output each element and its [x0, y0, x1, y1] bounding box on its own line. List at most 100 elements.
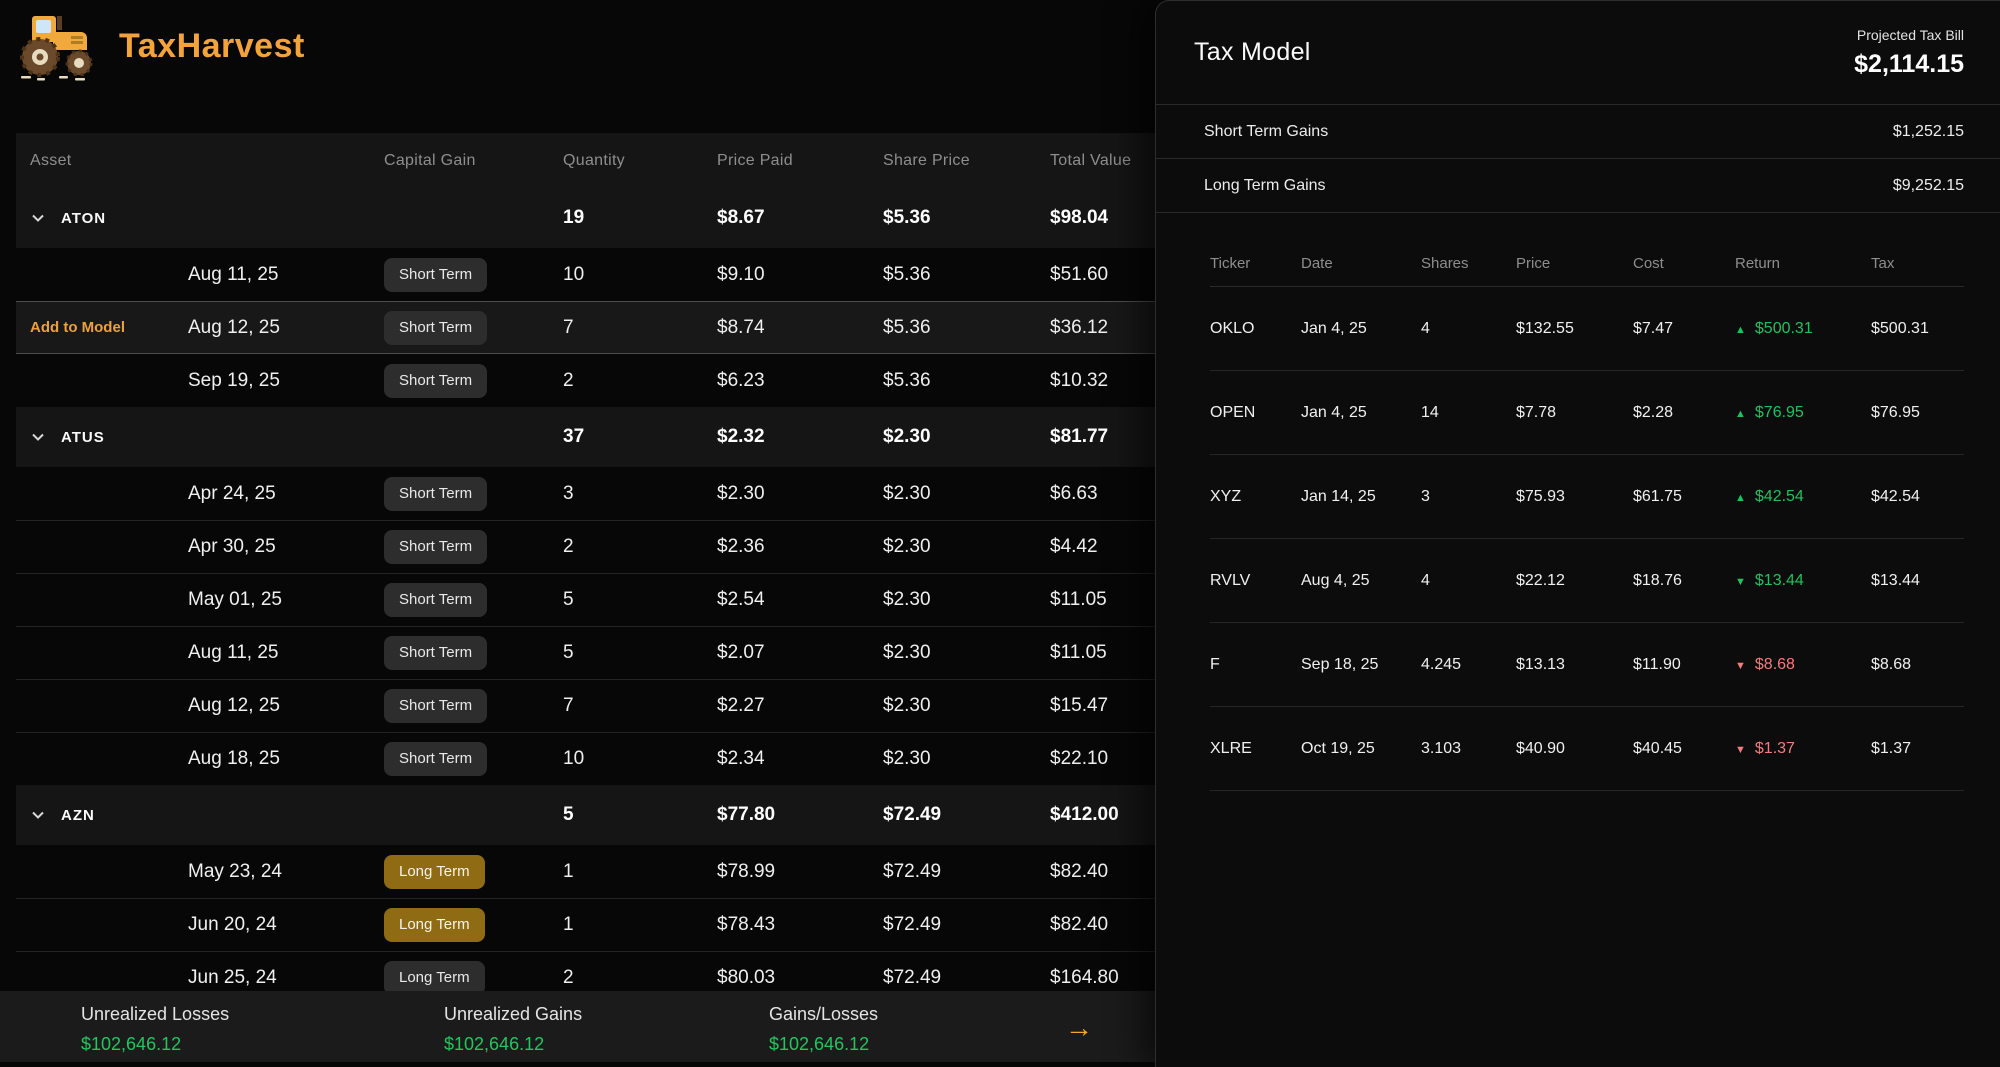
position-return: ▲ $42.54: [1735, 487, 1804, 505]
stat-unrealized-losses: Unrealized Losses $102,646.12: [81, 1004, 444, 1062]
model-position-row[interactable]: XLRE Oct 19, 25 3.103 $40.90 $40.45 ▼ $1.37 $1.…: [1210, 707, 1964, 791]
position-ticker: XYZ: [1210, 487, 1242, 505]
group-total-value: $412.00: [1050, 804, 1119, 825]
position-date: Jan 4, 25: [1301, 403, 1367, 421]
lot-row[interactable]: Jun 20, 24 Long Term 1 $78.43 $72.49 $82.40: [16, 898, 1910, 951]
lot-share-price: $5.36: [883, 370, 931, 391]
position-cost: $18.76: [1633, 571, 1682, 589]
lot-row[interactable]: Sep 19, 25 Short Term 2 $6.23 $5.36 $10.32: [16, 354, 1910, 407]
position-price: $132.55: [1516, 319, 1574, 337]
triangle-down-icon: ▼: [1735, 575, 1746, 588]
position-return: ▼ $1.37: [1735, 739, 1795, 757]
group-quantity: 19: [563, 207, 585, 228]
position-return: ▼ $13.44: [1735, 571, 1804, 589]
lot-quantity: 7: [563, 695, 574, 716]
arrow-right-icon[interactable]: →: [1065, 1012, 1093, 1043]
group-share-price: $72.49: [883, 804, 942, 825]
position-price: $7.78: [1516, 403, 1557, 421]
lot-total-value: $82.40: [1050, 914, 1109, 935]
model-position-row[interactable]: OKLO Jan 4, 25 4 $132.55 $7.47 ▲ $500.31 $500.3…: [1210, 287, 1964, 371]
lot-total-value: $11.05: [1050, 589, 1107, 610]
lot-row[interactable]: May 23, 24 Long Term 1 $78.99 $72.49 $82.40: [16, 845, 1910, 898]
model-position-row[interactable]: OPEN Jan 4, 25 14 $7.78 $2.28 ▲ $76.95 $76.95: [1210, 371, 1964, 455]
lot-row[interactable]: Aug 18, 25 Short Term 10 $2.34 $2.30 $22.10: [16, 732, 1910, 785]
lot-row[interactable]: Jun 25, 24 Long Term 2 $80.03 $72.49 $164.80: [16, 951, 1910, 1004]
group-total-value: $81.77: [1050, 426, 1109, 447]
lot-row[interactable]: Aug 12, 25 Short Term 7 $2.27 $2.30 $15.47: [16, 679, 1910, 732]
col-header-share-price: Share Price: [883, 151, 970, 169]
group-price-paid: $2.32: [717, 426, 765, 447]
lot-price-paid: $78.43: [717, 914, 776, 935]
term-badge: Short Term: [384, 364, 488, 398]
lot-quantity: 2: [563, 536, 574, 557]
lot-quantity: 10: [563, 748, 585, 769]
lot-row[interactable]: Aug 11, 25 Short Term 5 $2.07 $2.30 $11.05: [16, 626, 1910, 679]
lot-row[interactable]: Apr 24, 25 Short Term 3 $2.30 $2.30 $6.63: [16, 467, 1910, 520]
col-header-asset: Asset: [30, 151, 72, 169]
lot-price-paid: $8.74: [717, 316, 765, 338]
position-date: Sep 18, 25: [1301, 655, 1379, 673]
term-badge: Short Term: [384, 530, 488, 564]
term-badge: Short Term: [384, 476, 488, 511]
position-ticker: XLRE: [1210, 739, 1252, 757]
chevron-down-icon[interactable]: [30, 807, 46, 823]
model-position-row[interactable]: RVLV Aug 4, 25 4 $22.12 $18.76 ▼ $13.44 $13.44: [1210, 539, 1964, 623]
stat-gains-losses: Gains/Losses $102,646.12: [769, 1004, 1065, 1062]
position-tax: $42.54: [1871, 487, 1920, 505]
model-table-body: OKLO Jan 4, 25 4 $132.55 $7.47 ▲ $500.31 $500.3…: [1210, 287, 1964, 791]
lot-share-price: $2.30: [883, 482, 931, 504]
col-header-return: Return: [1735, 255, 1781, 272]
lot-date: Apr 30, 25: [188, 536, 276, 557]
short-term-gains-row: Short Term Gains $1,252.15: [1156, 104, 2000, 158]
position-cost: $11.90: [1633, 655, 1681, 673]
lot-total-value: $82.40: [1050, 860, 1109, 882]
long-term-gains-value: $9,252.15: [1892, 176, 1964, 194]
lot-price-paid: $2.30: [717, 482, 765, 504]
lot-quantity: 1: [563, 914, 574, 935]
position-ticker: F: [1210, 655, 1220, 673]
lot-row[interactable]: Apr 30, 25 Short Term 2 $2.36 $2.30 $4.42: [16, 520, 1910, 573]
group-price-paid: $8.67: [717, 207, 765, 228]
short-term-gains-value: $1,252.15: [1892, 122, 1964, 140]
term-badge: Short Term: [384, 742, 488, 776]
tax-model-header: Tax Model Projected Tax Bill $2,114.15: [1156, 1, 2000, 104]
term-badge: Short Term: [384, 257, 488, 292]
lot-price-paid: $9.10: [717, 263, 765, 285]
position-cost: $2.28: [1633, 403, 1674, 421]
position-return: ▲ $76.95: [1735, 403, 1804, 421]
divider: [1156, 212, 2000, 213]
triangle-up-icon: ▲: [1735, 407, 1746, 420]
stat-value: $102,646.12: [81, 1034, 182, 1054]
model-position-row[interactable]: F Sep 18, 25 4.245 $13.13 $11.90 ▼ $8.68 $8.68: [1210, 623, 1964, 707]
stat-unrealized-gains: Unrealized Gains $102,646.12: [444, 1004, 769, 1062]
triangle-up-icon: ▲: [1735, 323, 1746, 336]
lot-date: Aug 11, 25: [188, 642, 279, 663]
model-position-row[interactable]: XYZ Jan 14, 25 3 $75.93 $61.75 ▲ $42.54 $42.54: [1210, 455, 1964, 539]
lot-share-price: $72.49: [883, 860, 942, 882]
model-positions-table: Ticker Date Shares Price Cost Return Tax…: [1210, 241, 1964, 791]
position-tax: $76.95: [1871, 403, 1920, 421]
lot-row[interactable]: May 01, 25 Short Term 5 $2.54 $2.30 $11.05: [16, 573, 1910, 626]
chevron-down-icon[interactable]: [30, 210, 46, 226]
lot-price-paid: $78.99: [717, 860, 776, 882]
col-header-ticker: Ticker: [1210, 255, 1251, 272]
col-header-shares: Shares: [1421, 255, 1469, 272]
projected-tax-bill: Projected Tax Bill $2,114.15: [1854, 27, 1964, 79]
triangle-down-icon: ▼: [1735, 659, 1746, 672]
add-to-model-button[interactable]: Add to Model: [30, 318, 125, 336]
chevron-down-icon[interactable]: [30, 429, 46, 445]
term-badge: Long Term: [384, 961, 485, 995]
term-badge: Long Term: [384, 908, 485, 942]
asset-name: AZN: [61, 806, 95, 824]
lot-row[interactable]: Aug 11, 25 Short Term 10 $9.10 $5.36 $51.60: [16, 248, 1910, 301]
brand[interactable]: TaxHarvest: [15, 10, 305, 82]
lot-quantity: 2: [563, 967, 574, 988]
group-share-price: $2.30: [883, 426, 931, 447]
lot-quantity: 7: [563, 316, 574, 338]
position-ticker: OPEN: [1210, 403, 1256, 421]
model-table-header: Ticker Date Shares Price Cost Return Tax: [1210, 241, 1964, 287]
col-header-total-value: Total Value: [1050, 151, 1132, 169]
lot-date: Aug 12, 25: [188, 695, 280, 716]
lot-share-price: $2.30: [883, 748, 931, 769]
position-price: $75.93: [1516, 487, 1565, 505]
